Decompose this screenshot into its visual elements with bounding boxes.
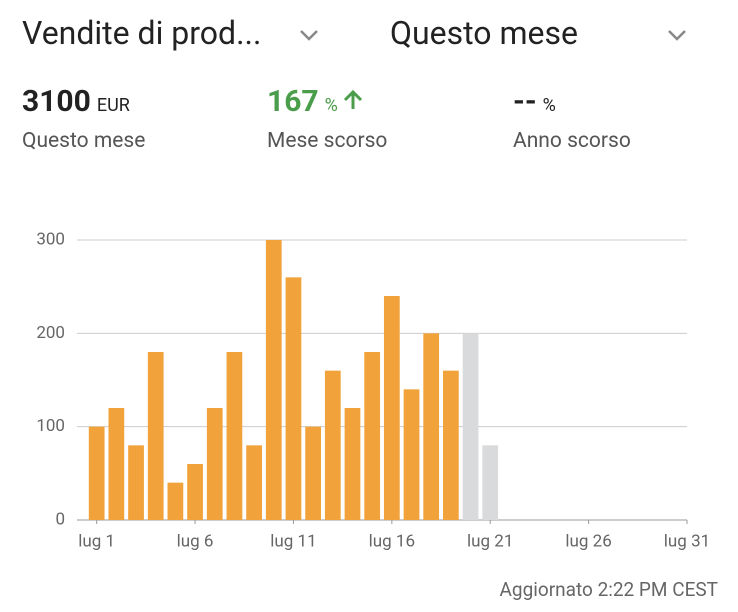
period-dropdown[interactable]: Questo mese (390, 14, 578, 52)
up-arrow (343, 89, 362, 109)
bar (167, 482, 184, 520)
bar (88, 426, 105, 520)
bar (246, 445, 262, 520)
chevron[interactable] (298, 28, 320, 42)
y-tick-label: 200 (36, 323, 65, 343)
x-tick-label: lug 1 (78, 531, 115, 551)
stat-number: -- (513, 84, 537, 119)
bar (383, 296, 400, 520)
bar (285, 277, 302, 520)
bar (147, 352, 164, 520)
x-tick-label: lug 31 (664, 531, 710, 551)
stat-value: 3100 EUR (22, 84, 130, 119)
bar (305, 426, 321, 520)
updated-note: Aggiornato 2:22 PM CEST (499, 578, 718, 601)
bar (265, 240, 282, 520)
bar (108, 408, 125, 520)
stat-unit: EUR (96, 95, 130, 116)
stat-value: --% (513, 84, 556, 119)
chevron[interactable] (666, 28, 688, 42)
stat-unit: % (324, 95, 338, 116)
chart: 0 100 200 300 lug 1 lug 6 lug 11 lug 16 lug 21 lu… (36, 229, 710, 551)
x-tick-label: lug 21 (467, 531, 513, 551)
stat-label: Questo mese (22, 129, 146, 153)
bar (324, 370, 341, 520)
stat-unit: % (542, 95, 556, 116)
x-tick-label: lug 6 (177, 531, 214, 551)
bar (206, 408, 223, 520)
metric-dropdown[interactable]: Vendite di prod... (22, 14, 262, 52)
x-tick-label: lug 16 (369, 531, 415, 551)
y-tick-label: 100 (36, 416, 65, 436)
stat-label: Mese scorso (267, 129, 388, 153)
bar (482, 445, 499, 520)
stat-label: Anno scorso (513, 129, 631, 153)
y-tick-label: 300 (36, 229, 65, 249)
bar (462, 333, 479, 520)
y-tick-label: 0 (55, 509, 65, 529)
bar (423, 333, 440, 520)
bar (128, 445, 144, 520)
bar (364, 352, 381, 520)
bar (226, 352, 243, 520)
bar (443, 370, 459, 520)
bar (403, 389, 420, 520)
x-tick-label: lug 11 (270, 531, 316, 551)
bar (187, 464, 203, 520)
bar (344, 408, 361, 520)
x-tick-label: lug 26 (565, 531, 611, 551)
stat-value: 167% (267, 84, 364, 119)
stat-number: 3100 (22, 84, 91, 119)
stat-number: 167 (267, 84, 319, 119)
